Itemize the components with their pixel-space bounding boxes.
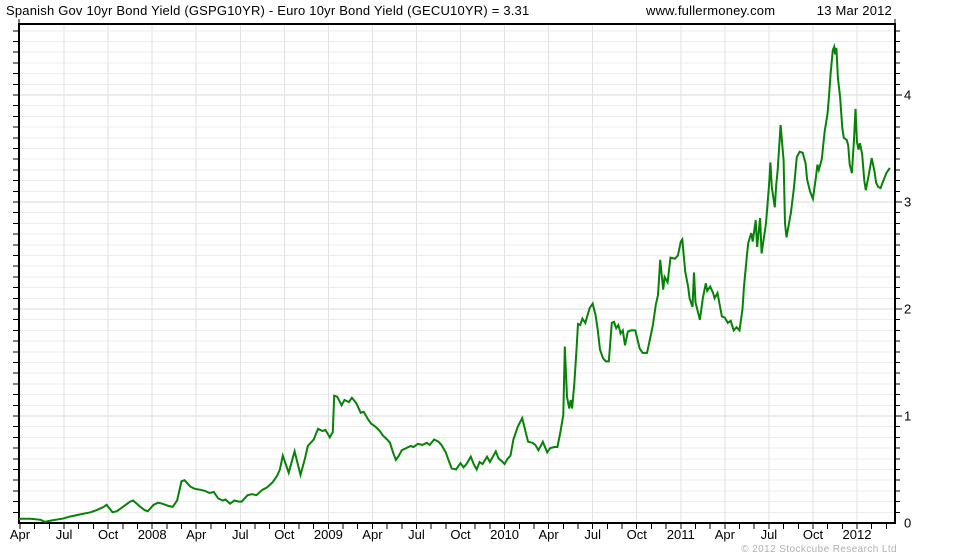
date-label: 13 Mar 2012 bbox=[816, 3, 892, 18]
y-axis-label: 0 bbox=[904, 516, 911, 531]
x-axis-label: Oct bbox=[803, 527, 824, 542]
y-axis-label: 4 bbox=[904, 88, 911, 103]
x-axis-label: 2009 bbox=[314, 527, 343, 542]
copyright-notice: © 2012 Stockcube Research Ltd bbox=[741, 544, 897, 555]
y-axis-label: 2 bbox=[904, 302, 911, 317]
plot-border bbox=[18, 23, 896, 524]
chart-title: Spanish Gov 10yr Bond Yield (GSPG10YR) -… bbox=[6, 3, 530, 18]
x-axis-label: 2010 bbox=[490, 527, 519, 542]
x-axis-label: 2011 bbox=[667, 527, 695, 542]
x-axis-label: Apr bbox=[10, 527, 31, 542]
x-axis-label: Jul bbox=[761, 527, 778, 542]
x-axis-label: Apr bbox=[715, 527, 736, 542]
x-axis-label: 2008 bbox=[138, 527, 167, 542]
x-axis-label: Oct bbox=[450, 527, 471, 542]
x-axis-label: 2012 bbox=[843, 527, 872, 542]
yield-spread-line bbox=[19, 42, 891, 523]
x-axis-label: Jul bbox=[408, 527, 425, 542]
x-axis-label: Apr bbox=[539, 527, 560, 542]
x-axis-label: Apr bbox=[362, 527, 383, 542]
x-axis-label: Apr bbox=[186, 527, 207, 542]
x-axis-label: Oct bbox=[627, 527, 648, 542]
y-axis-label: 3 bbox=[904, 195, 911, 210]
x-axis-label: Jul bbox=[232, 527, 249, 542]
website-link[interactable]: www.fullermoney.com bbox=[646, 3, 776, 18]
x-axis-label: Oct bbox=[274, 527, 295, 542]
x-axis-label: Jul bbox=[56, 527, 73, 542]
x-axis-label: Oct bbox=[98, 527, 119, 542]
y-axis-label: 1 bbox=[904, 409, 911, 424]
x-axis-label: Jul bbox=[584, 527, 601, 542]
